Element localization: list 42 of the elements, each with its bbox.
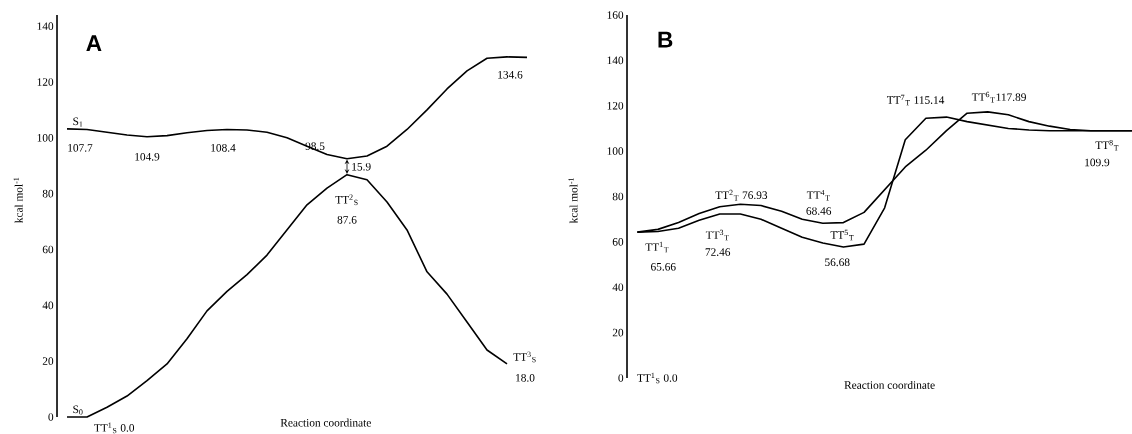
annotation: TT$^{1}$$_{S}$ 0.0 [637,372,678,384]
annotation: 68.46 [806,207,832,215]
series-label: S$_{1}$ [73,117,83,127]
annotation: 107.7 [68,144,93,152]
y-tick-label: 100 [37,134,54,142]
series-label: S$_{0}$ [73,405,83,415]
annotation: 108.4 [211,144,236,152]
y-tick-label: 140 [607,56,624,65]
annotation: 87.6 [337,216,357,224]
x-axis-title: Reaction coordinate [844,380,935,389]
annotation: 15.9 [352,162,371,171]
y-tick-label: 80 [42,189,54,198]
y-tick-label: 160 [607,11,624,19]
y-tick-label: 20 [612,328,624,337]
y-axis-title: kcal mol$^{-1}$ [13,177,23,224]
annotation: TT$^{2}$$_{T}$ 76.93 [715,189,768,201]
y-tick-label: 120 [607,101,624,110]
y-tick-label: 40 [612,283,624,292]
y-tick-label: 140 [37,22,54,30]
y-tick-label: 60 [612,238,624,246]
y-tick-label: 120 [37,78,54,86]
annotation: 104.9 [135,152,160,161]
y-axis-title: kcal mol$^{-1}$ [568,177,578,224]
y-tick-label: 40 [42,301,54,310]
annotation: 56.68 [825,258,850,267]
text: TT$^{1}$$_{S}$ 0.0 [94,422,135,434]
annotation: 109.9 [1085,158,1110,167]
text: B [658,31,673,48]
text: A [86,35,102,51]
annotation: TT$^{6}$$_{T}$117.89 [971,91,1026,103]
annotation: 18.0 [516,374,535,382]
x-axis-title: Reaction coordinate [280,418,371,427]
y-tick-label: 0 [48,413,54,421]
y-tick-label: 20 [42,357,54,365]
y-tick-label: 80 [612,192,624,201]
annotation: 72.46 [705,248,731,256]
y-tick-label: 0 [618,374,624,382]
annotation: TT$^{7}$$_{T}$ 115.14 [887,94,945,106]
annotation: 65.66 [651,262,676,271]
annotation: 134.6 [498,70,523,79]
y-tick-label: 60 [42,245,54,254]
y-tick-label: 100 [607,147,624,155]
